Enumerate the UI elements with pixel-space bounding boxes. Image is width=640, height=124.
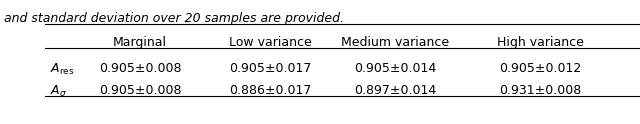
Text: 0.931±0.008: 0.931±0.008 [499,84,581,97]
Text: 0.905±0.008: 0.905±0.008 [99,62,181,75]
Text: 0.905±0.012: 0.905±0.012 [499,62,581,75]
Text: 0.905±0.017: 0.905±0.017 [229,62,311,75]
Text: 0.905±0.014: 0.905±0.014 [354,62,436,75]
Text: $A_{\mathrm{res}}$: $A_{\mathrm{res}}$ [50,62,74,77]
Text: 0.897±0.014: 0.897±0.014 [354,84,436,97]
Text: 0.886±0.017: 0.886±0.017 [229,84,311,97]
Text: High variance: High variance [497,36,584,49]
Text: Marginal: Marginal [113,36,167,49]
Text: Medium variance: Medium variance [341,36,449,49]
Text: and standard deviation over 20 samples are provided.: and standard deviation over 20 samples a… [4,12,344,25]
Text: Low variance: Low variance [228,36,312,49]
Text: $A_{\sigma}$: $A_{\sigma}$ [50,84,67,99]
Text: 0.905±0.008: 0.905±0.008 [99,84,181,97]
